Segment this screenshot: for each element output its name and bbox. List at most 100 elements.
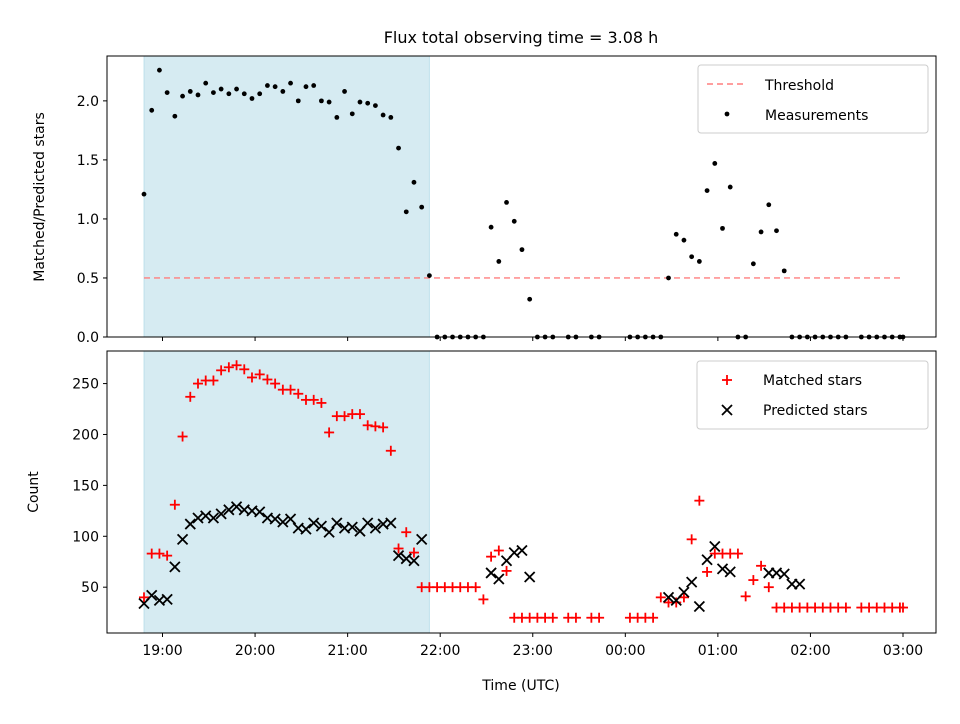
predicted-star-point xyxy=(254,506,266,518)
predicted-star-point xyxy=(308,517,320,529)
predicted-star-point xyxy=(184,518,196,530)
count-y-axis-label: Count xyxy=(26,471,42,513)
measurement-point xyxy=(365,100,371,106)
measurement-point xyxy=(272,84,278,90)
y-tick-label: 50 xyxy=(81,580,99,596)
matched-star-point xyxy=(401,527,412,538)
measurement-point xyxy=(396,145,401,151)
ratio-plot-frame xyxy=(106,55,937,338)
x-tick-label: 22:00 xyxy=(420,643,460,659)
measurement-point xyxy=(774,228,779,234)
measurement-point xyxy=(527,296,533,302)
predicted-star-point xyxy=(385,517,397,529)
predicted-star-point xyxy=(693,600,706,613)
matched-star-point xyxy=(231,360,242,371)
y-tick-label: 1.5 xyxy=(77,153,99,169)
matched-star-point xyxy=(732,548,743,559)
predicted-star-point xyxy=(686,576,698,588)
matched-star-point xyxy=(308,394,319,405)
legend-measurements-swatch xyxy=(724,111,730,117)
measurement-point xyxy=(504,200,509,205)
y-tick-label: 150 xyxy=(72,478,99,494)
measurement-point xyxy=(172,113,178,119)
y-tick-label: 1.0 xyxy=(77,212,99,228)
matched-star-point xyxy=(285,384,296,395)
matched-star-point xyxy=(270,378,281,389)
measurement-point xyxy=(157,67,162,73)
matched-star-point xyxy=(702,566,713,577)
matched-star-point xyxy=(740,591,751,602)
matched-star-point xyxy=(246,372,257,383)
legend-matched-swatch xyxy=(722,375,732,385)
measurement-point xyxy=(519,247,525,253)
predicted-star-point xyxy=(516,544,528,557)
matched-star-point xyxy=(162,550,173,561)
matched-star-point xyxy=(239,364,250,375)
measurement-point xyxy=(720,225,725,231)
matched-star-point xyxy=(840,602,851,613)
predicted-star-point xyxy=(416,533,428,545)
measurement-point xyxy=(758,229,764,235)
measurement-point xyxy=(180,93,185,99)
x-tick-label: 21:00 xyxy=(327,643,367,659)
ratio-y-axis-label: Matched/Predicted stars xyxy=(32,112,48,282)
matched-star-point xyxy=(370,421,381,432)
ratio-observing-span xyxy=(143,55,430,338)
matched-star-point xyxy=(316,397,327,408)
matched-star-point xyxy=(216,365,227,376)
y-tick-label: 0.0 xyxy=(77,330,99,346)
matched-star-point xyxy=(324,427,335,438)
ratio-x-axis-ticks xyxy=(162,337,904,341)
legend-matched-label: Matched stars xyxy=(763,373,862,389)
measurement-point xyxy=(696,259,702,264)
predicted-star-point xyxy=(369,522,382,534)
y-tick-label: 200 xyxy=(72,427,99,443)
matched-star-point xyxy=(154,548,165,559)
count-panel: 50 100 150 200 250 19:00 20:00 21:00 22:00 23:00… xyxy=(26,350,937,694)
predicted-star-point xyxy=(223,504,235,516)
count-x-axis-ticks: 19:00 20:00 21:00 22:00 23:00 00:00 01:00 02:00… xyxy=(142,633,923,659)
measurement-point xyxy=(681,237,687,243)
predicted-star-point xyxy=(716,563,729,575)
predicted-star-point xyxy=(315,520,328,532)
measurement-point xyxy=(704,188,710,193)
predicted-star-point xyxy=(709,540,721,553)
measurement-point xyxy=(781,268,787,274)
matched-star-point xyxy=(686,534,697,545)
measurement-point xyxy=(373,103,378,108)
matched-star-point xyxy=(756,560,767,571)
predicted-star-point xyxy=(331,517,343,529)
count-legend: Matched stars Predicted stars xyxy=(696,360,929,430)
measurement-point xyxy=(265,83,270,88)
predicted-star-point xyxy=(346,521,358,533)
matched-star-point xyxy=(362,420,373,431)
predicted-star-point xyxy=(207,512,220,524)
predicted-star-point xyxy=(323,526,335,538)
predicted-star-point xyxy=(408,555,420,567)
measurement-point xyxy=(334,114,340,120)
measurement-point xyxy=(234,86,239,92)
measurement-point xyxy=(311,83,317,88)
matched-star-point xyxy=(385,445,396,456)
matched-star-point xyxy=(354,409,365,420)
count-legend-box xyxy=(696,360,929,430)
matched-star-point xyxy=(501,565,512,576)
matched-star-point xyxy=(748,575,759,586)
matched-star-point xyxy=(594,612,605,623)
legend-predicted-marker xyxy=(721,404,733,416)
predicted-star-point xyxy=(215,508,227,520)
matched-star-point xyxy=(139,592,149,603)
matched-star-point xyxy=(293,388,304,399)
measurement-point xyxy=(203,80,209,86)
predicted-star-point xyxy=(524,571,536,583)
matched-star-point xyxy=(223,362,234,373)
measurement-point xyxy=(689,254,695,260)
measurement-point xyxy=(727,184,733,190)
predicted-star-point xyxy=(778,568,790,580)
measurement-point xyxy=(380,112,386,118)
measurement-point xyxy=(496,259,502,264)
matched-star-point xyxy=(185,391,196,402)
measurement-point xyxy=(195,92,201,98)
measurement-point xyxy=(403,209,409,215)
measurement-point xyxy=(673,231,679,237)
